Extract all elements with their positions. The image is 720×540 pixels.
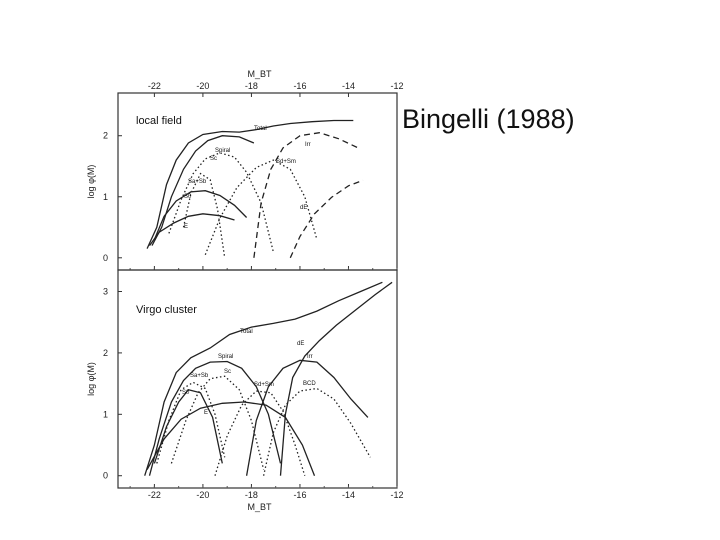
y-tick-label: 0 [103, 253, 108, 263]
panel-title: Virgo cluster [136, 304, 197, 316]
virgo-cluster-panel: -22 -20 -18 -16 -14 -12 0 1 2 3 log φ(M) M_BT Virgo … [86, 269, 404, 512]
curve-label-s0: S0 [184, 194, 192, 200]
curve-sc [170, 375, 265, 470]
x-tick-label: -22 [148, 490, 161, 500]
x-tick-label: -20 [196, 490, 209, 500]
curve-irr [245, 359, 369, 476]
curve-sc [168, 152, 274, 252]
y-tick-label: 1 [103, 409, 108, 419]
plot-frame [117, 269, 398, 489]
x-tick-label-top: -12 [390, 81, 403, 91]
y-axis-label: log φ(M) [86, 362, 96, 396]
curve-label-de: dE [300, 205, 307, 211]
y-axis-label: log φ(M) [86, 165, 96, 199]
curve-label-sd-sm: Sd+Sm [254, 382, 274, 388]
x-tick-label-top: -18 [245, 81, 258, 91]
curve-label-total: Total [254, 126, 267, 132]
curve-label-total: Total [240, 329, 253, 335]
x-tick-label-top: -14 [342, 81, 355, 91]
y-tick-label: 3 [103, 286, 108, 296]
curve-label-spiral: Spiral [218, 354, 233, 360]
x-tick-label-top: -22 [148, 81, 161, 91]
x-tick-label: -12 [390, 490, 403, 500]
y-tick-label: 2 [103, 348, 108, 358]
panel-title: local field [136, 115, 182, 127]
curve-s0 [153, 388, 223, 464]
curve-sd-sm [204, 159, 318, 255]
curve-bcd [262, 387, 371, 476]
y-tick-label: 1 [103, 192, 108, 202]
curve-spiral [148, 360, 282, 476]
figure-caption: Bingelli (1988) [402, 104, 575, 134]
x-tick-label-top: -20 [196, 81, 209, 91]
curve-label-irr: Irr [305, 142, 311, 148]
curve-s0 [153, 190, 248, 240]
curve-total [146, 119, 354, 249]
curve-label-irr: Irr [307, 354, 313, 360]
curve-label-bcd: BCD [303, 381, 316, 387]
y-tick-label: 2 [103, 131, 108, 141]
curve-label-e: E [204, 410, 208, 416]
curve-label-s0: S0 [182, 390, 190, 396]
x-tick-label: -14 [342, 490, 355, 500]
curve-e [148, 213, 235, 246]
curve-label-sc: Sc [210, 156, 217, 162]
curve-e [146, 401, 316, 476]
curve-label-spiral: Spiral [215, 148, 230, 154]
curve-spiral [151, 135, 255, 246]
curve-label-sd-sm: Sd+Sm [276, 159, 296, 165]
x-axis-label: M_BT [247, 502, 272, 512]
x-tick-label: -18 [245, 490, 258, 500]
curve-sa-sb [182, 172, 226, 258]
curve-label-sa-sb: Sa+Sb [188, 179, 207, 185]
curve-label-sc: Sc [224, 369, 231, 375]
curve-total [144, 281, 383, 476]
x-tick-label: -16 [293, 490, 306, 500]
x-axis-label: M_BT [247, 69, 272, 79]
y-tick-label: 0 [103, 471, 108, 481]
curve-label-sa-sb: Sa+Sb [190, 373, 209, 379]
curve-irr [253, 132, 359, 258]
curve-de [279, 281, 393, 476]
curve-label-e: E [184, 224, 188, 230]
x-tick-label-top: -16 [293, 81, 306, 91]
curve-de [289, 179, 364, 259]
curve-label-de: dE [297, 341, 304, 347]
